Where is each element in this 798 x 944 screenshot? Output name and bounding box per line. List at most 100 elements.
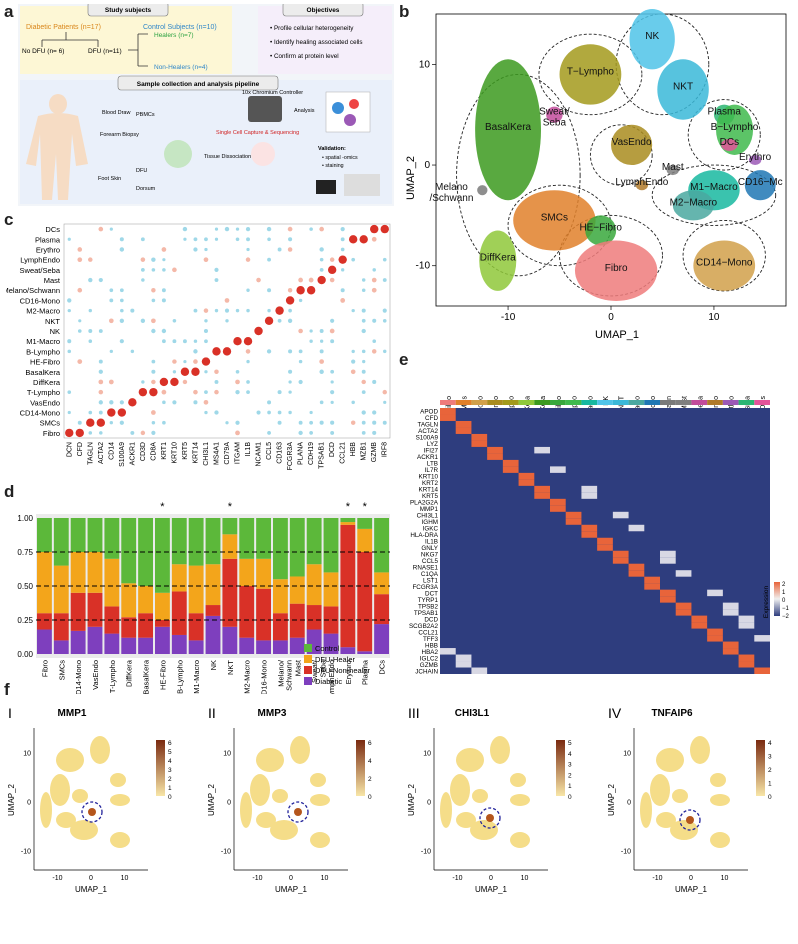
feature-x-tick: 0 — [289, 875, 293, 882]
dot-mark — [309, 431, 313, 435]
heat-gene-label: IGKC — [423, 526, 439, 533]
dot-mark — [98, 410, 103, 415]
umap-cluster-label: Melano/Schwann — [429, 182, 473, 204]
dot-mark — [214, 410, 219, 415]
dot-mark — [361, 318, 366, 323]
heat-cell-high — [487, 453, 503, 460]
dot-frame — [63, 223, 391, 439]
heat-gene-label: IL7R — [425, 467, 439, 474]
feature-umap-cluster — [310, 773, 326, 787]
dot-mark — [277, 420, 282, 425]
umap-cluster-label: DCs — [720, 137, 739, 148]
bar-segment-control — [306, 518, 322, 565]
feature-umap-cluster — [270, 820, 298, 840]
dot-mark — [140, 318, 146, 323]
dot-mark — [246, 390, 250, 395]
dot-mark — [309, 420, 313, 425]
bar-segment-control — [121, 518, 137, 584]
umap-cluster-label: Fibro — [605, 263, 628, 274]
umap-cluster-label: SMCs — [541, 212, 568, 223]
dot-mark — [361, 328, 366, 334]
dot-mark — [361, 288, 366, 293]
dot-mark — [372, 379, 377, 384]
feature-x-tick: 10 — [521, 875, 529, 882]
feature-plot: II MMP3 -10 0 10 10 0 -10 UMAP_1 UMAP_2 6 4 2 0 — [207, 705, 372, 894]
dot-mark — [309, 329, 313, 333]
dot-mark — [67, 339, 72, 344]
bar-segment-diabetic — [340, 647, 356, 654]
heat-gene-label: SCGB2A2 — [409, 623, 439, 630]
bar-segment-dfu-healer — [53, 565, 69, 614]
umap-cluster-label: Sweat/Seba — [539, 107, 570, 129]
dot-mark — [361, 390, 366, 395]
x-tick-label: -10 — [501, 312, 516, 323]
dot-mark — [109, 349, 113, 354]
dot-mark — [212, 347, 221, 356]
dot-mark — [275, 306, 284, 315]
dot-mark — [183, 359, 187, 364]
dot-mark — [109, 298, 114, 303]
dot-col-label: DCD — [329, 442, 336, 457]
bar-x-label: Sweat/Seba — [310, 659, 327, 683]
feature-y-tick: 0 — [227, 799, 231, 806]
heat-cell-high — [660, 596, 676, 603]
heat-gene-label: LYZ — [427, 441, 438, 448]
umap-cluster-label: CD16−Mc — [738, 177, 783, 188]
bar-x-label: NKT — [226, 660, 235, 675]
feature-umap-cluster — [640, 792, 652, 828]
feature-colorbar-tick: 1 — [568, 783, 572, 790]
dot-col-label: TAGLN — [87, 442, 94, 465]
bar-segment-dfu-healer — [188, 565, 204, 614]
bar-segment-control — [273, 518, 288, 580]
heat-gene-label: CCL5 — [422, 558, 439, 565]
feature-xlabel: UMAP_1 — [475, 885, 508, 894]
feature-colorbar-tick: 3 — [768, 754, 772, 761]
dot-mark — [119, 339, 124, 344]
bar-segment-dfu-healer — [256, 558, 271, 589]
dot-mark — [246, 308, 250, 313]
dorsum-sample: Dorsum — [136, 186, 156, 192]
feature-ylabel: UMAP_2 — [607, 783, 616, 816]
dot-mark — [235, 237, 240, 242]
dot-mark — [382, 278, 387, 282]
feature-y-tick: -10 — [621, 848, 631, 855]
dot-row-label: DiffKera — [33, 378, 61, 387]
heat-col-bar — [738, 400, 755, 405]
feature-y-tick: 10 — [623, 750, 631, 757]
dot-mark — [183, 339, 187, 344]
dot-col-label: CD79A — [224, 442, 231, 465]
feature-colorbar — [356, 740, 365, 796]
bar-segment-dfu-non-healer — [222, 558, 238, 627]
dot-mark — [296, 286, 305, 295]
heat-gene-label: TFF3 — [423, 636, 439, 643]
feature-highlight-outline — [479, 807, 501, 829]
heat-cell-high — [644, 576, 660, 584]
dot-mark — [214, 227, 219, 231]
dot-mark — [317, 275, 326, 285]
bar-x-label: B-Lympho — [175, 660, 184, 694]
umap-cluster — [657, 59, 709, 120]
heat-gene-label: DCT — [425, 590, 438, 597]
heat-cell-mid — [754, 635, 770, 642]
heat-legend-tick: 0 — [782, 598, 786, 604]
feature-x-tick: 10 — [321, 875, 329, 882]
bar-x-label: CD14-Mono — [74, 660, 83, 694]
dot-row-label: NKT — [45, 317, 60, 326]
feature-umap-cluster — [110, 794, 130, 806]
heat-cell-high — [471, 433, 488, 441]
bar-x-label: M2-Macro — [243, 660, 252, 694]
dot-mark — [306, 286, 316, 295]
umap-cluster — [721, 138, 738, 151]
bar-segment-dfu-non-healer — [323, 606, 339, 634]
heat-cell-high — [707, 628, 723, 636]
heat-cell-high — [754, 667, 770, 674]
dot-mark — [372, 268, 376, 272]
dot-mark — [180, 367, 190, 376]
dot-col-label: KRT14 — [192, 442, 199, 464]
bar-segment-dfu-non-healer — [256, 588, 271, 641]
dot-mark — [77, 287, 83, 293]
bar-segment-control — [138, 518, 153, 586]
heat-cell-mid — [612, 511, 629, 519]
foot-skin: Foot Skin — [98, 176, 121, 182]
